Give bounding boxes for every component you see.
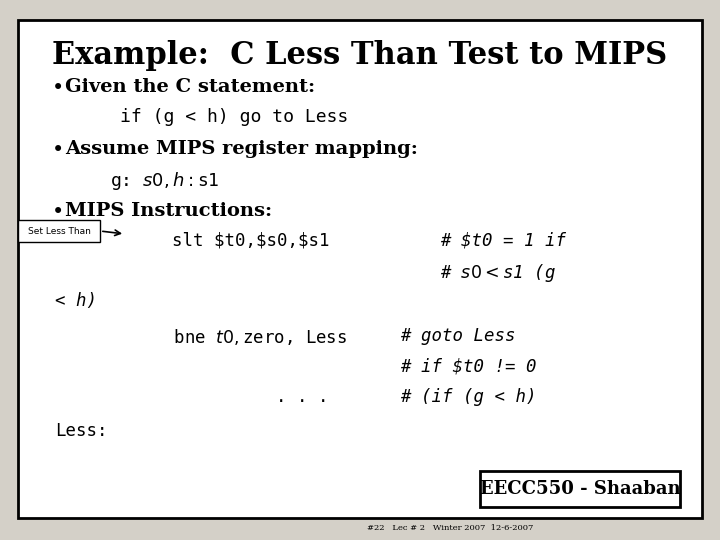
Text: # $s0<$s1 (g: # $s0<$s1 (g <box>440 262 556 284</box>
Text: # if $t0 != 0: # if $t0 != 0 <box>400 357 536 375</box>
Text: •: • <box>52 78 64 98</box>
Text: # $t0 = 1 if: # $t0 = 1 if <box>440 232 566 250</box>
Text: #22   Lec # 2   Winter 2007  12-6-2007: #22 Lec # 2 Winter 2007 12-6-2007 <box>366 524 534 532</box>
Text: g: $s0,   h: $s1: g: $s0, h: $s1 <box>110 170 220 192</box>
Text: bne $t0,$zero, Less: bne $t0,$zero, Less <box>90 327 347 347</box>
Text: if (g < h) go to Less: if (g < h) go to Less <box>120 108 348 126</box>
Text: # goto Less: # goto Less <box>400 327 516 345</box>
Text: EECC550 - Shaaban: EECC550 - Shaaban <box>480 480 680 498</box>
Text: •: • <box>52 202 64 222</box>
Text: Given the C statement:: Given the C statement: <box>65 78 315 96</box>
Text: < h): < h) <box>55 292 97 310</box>
Text: Set Less Than: Set Less Than <box>27 226 91 235</box>
Text: Less:: Less: <box>55 422 107 440</box>
Text: MIPS Instructions:: MIPS Instructions: <box>65 202 272 220</box>
Text: # (if (g < h): # (if (g < h) <box>400 388 536 406</box>
Text: Example:  C Less Than Test to MIPS: Example: C Less Than Test to MIPS <box>53 40 667 71</box>
Bar <box>480 471 680 507</box>
Text: Assume MIPS register mapping:: Assume MIPS register mapping: <box>65 140 418 158</box>
Text: . . .: . . . <box>150 388 328 406</box>
Text: slt $t0,$s0,$s1: slt $t0,$s0,$s1 <box>130 232 330 250</box>
Bar <box>18 220 100 242</box>
Text: •: • <box>52 140 64 160</box>
